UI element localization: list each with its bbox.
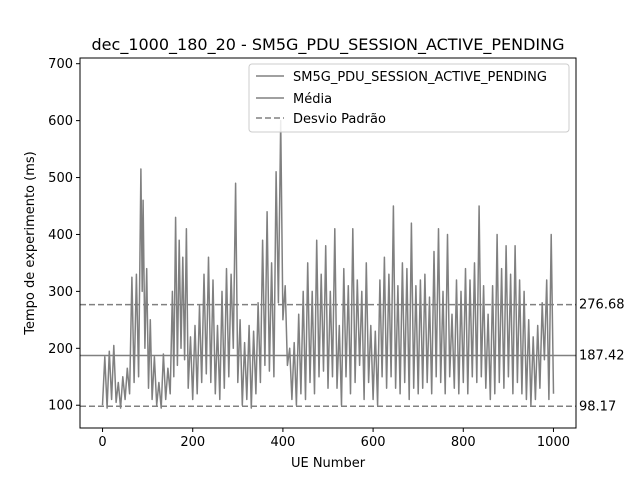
reference-lines [80, 303, 576, 408]
y-tick-label: 500 [48, 171, 73, 186]
x-axis-label: UE Number [291, 456, 366, 471]
x-tick-label: 600 [361, 435, 386, 450]
y-tick-label: 600 [48, 114, 73, 129]
reference-value-label-1: 276.68 [579, 298, 625, 313]
x-axis-ticks: 0 200 400 600 800 1000 [98, 428, 570, 450]
series-line [101, 119, 555, 409]
series-layer [101, 119, 555, 409]
reference-value-label-2: 98.17 [579, 399, 616, 414]
x-tick-label: 1000 [537, 435, 570, 450]
x-tick-label: 800 [451, 435, 476, 450]
chart-title: dec_1000_180_20 - SM5G_PDU_SESSION_ACTIV… [92, 35, 565, 55]
x-tick-label: 200 [180, 435, 205, 450]
x-tick-label: 0 [98, 435, 106, 450]
x-tick-label: 400 [270, 435, 295, 450]
y-tick-label: 300 [48, 285, 73, 300]
reference-line-labels: 187.42 276.68 98.17 [579, 298, 625, 415]
y-tick-label: 100 [48, 399, 73, 414]
legend: SM5G_PDU_SESSION_ACTIVE_PENDING Média De… [248, 63, 570, 133]
legend-label-mean: Média [293, 92, 332, 107]
reference-value-label-0: 187.42 [579, 348, 625, 363]
legend-label-series: SM5G_PDU_SESSION_ACTIVE_PENDING [293, 70, 547, 85]
y-tick-label: 400 [48, 228, 73, 243]
y-axis-ticks: 100 200 300 400 500 600 700 [48, 57, 80, 414]
y-tick-label: 200 [48, 342, 73, 357]
legend-label-stddev: Desvio Padrão [293, 112, 386, 127]
y-tick-label: 700 [48, 57, 73, 72]
legend-frame [248, 63, 570, 133]
plot-frame [79, 57, 577, 429]
y-axis-label: Tempo de experimento (ms) [23, 151, 38, 335]
